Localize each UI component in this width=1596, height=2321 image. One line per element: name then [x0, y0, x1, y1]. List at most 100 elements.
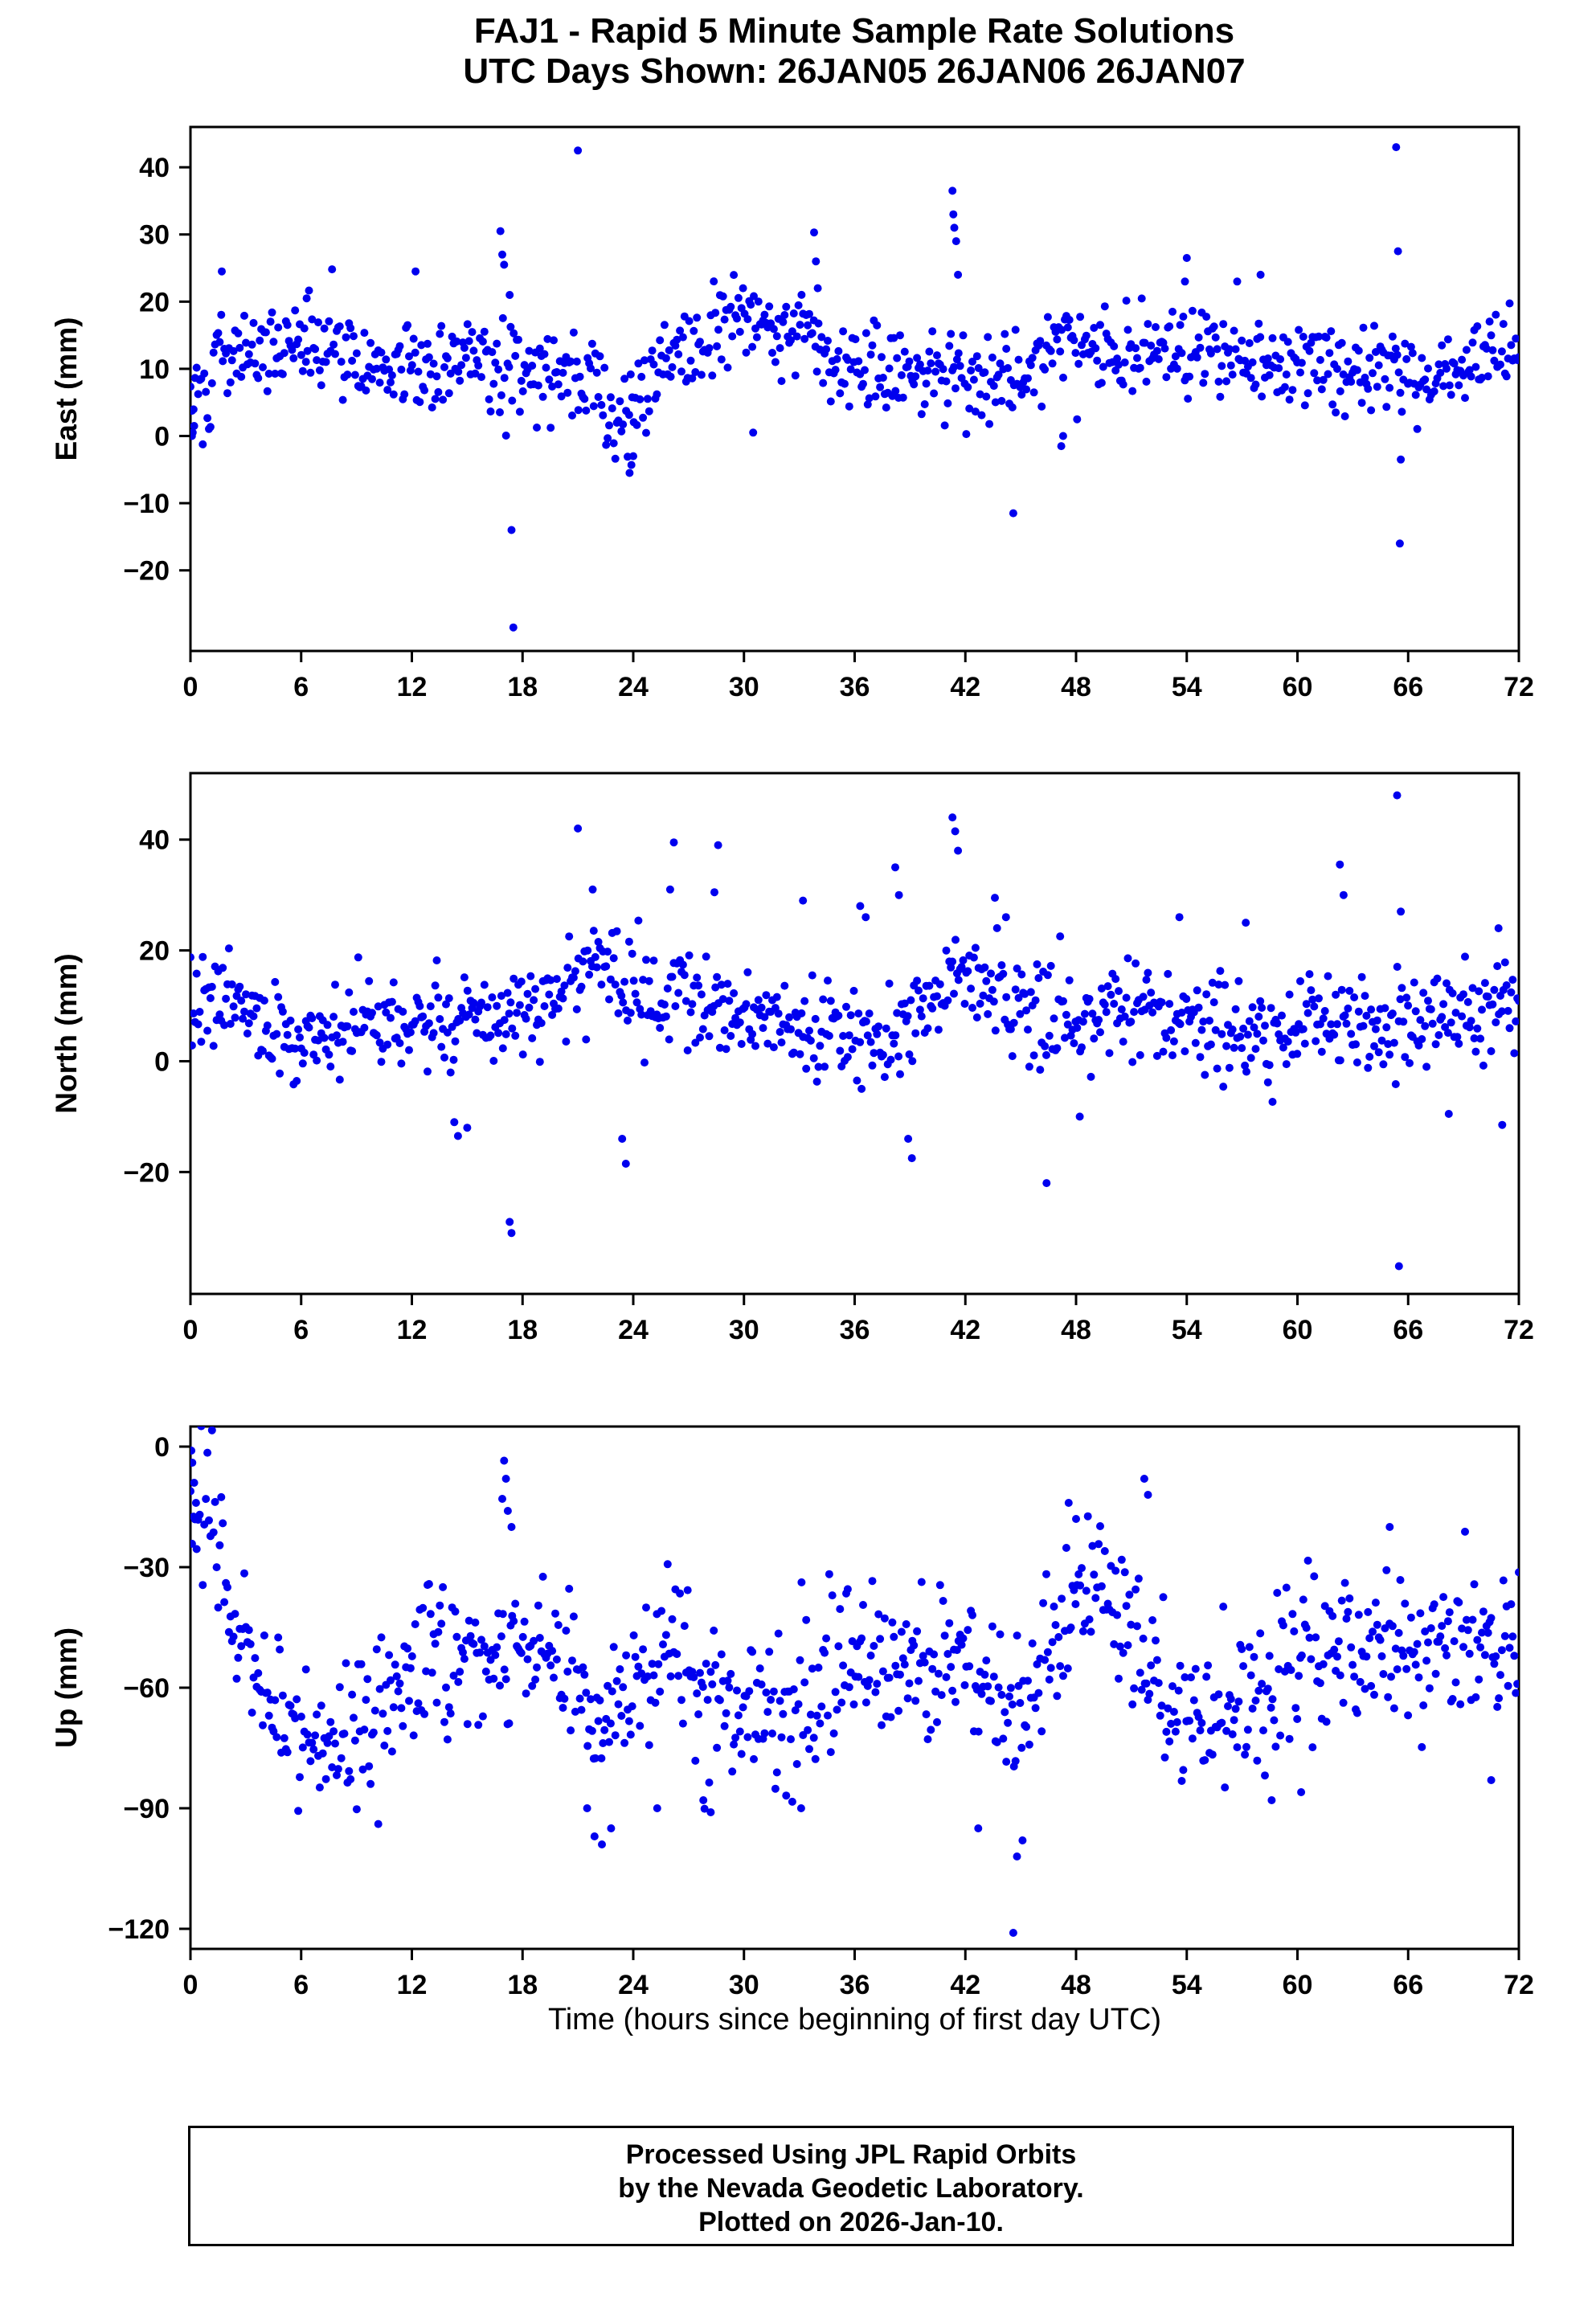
- data-point: [690, 326, 698, 335]
- data-point: [1419, 1701, 1428, 1709]
- data-point: [891, 863, 899, 872]
- data-point: [735, 1018, 744, 1027]
- data-point: [900, 347, 909, 356]
- data-point: [380, 1742, 389, 1750]
- data-point: [1382, 1023, 1391, 1032]
- data-point: [1399, 1652, 1408, 1660]
- data-point: [919, 1652, 927, 1660]
- data-point: [760, 1729, 769, 1738]
- data-point: [902, 1620, 911, 1628]
- data-point: [1110, 1000, 1119, 1008]
- data-point: [422, 1667, 431, 1676]
- data-point: [1152, 346, 1161, 355]
- data-point: [1418, 354, 1426, 362]
- data-point: [923, 1735, 932, 1744]
- data-point: [560, 1694, 569, 1703]
- data-point: [997, 961, 1006, 969]
- data-point: [440, 1717, 448, 1726]
- data-point: [631, 989, 640, 998]
- data-point: [325, 317, 334, 325]
- data-point: [460, 1655, 469, 1664]
- data-point: [219, 357, 227, 366]
- data-point: [444, 1703, 453, 1712]
- data-point: [1479, 1061, 1488, 1070]
- data-point: [1053, 335, 1062, 344]
- data-point: [1367, 406, 1376, 415]
- data-point: [600, 1725, 609, 1734]
- data-point: [826, 397, 835, 406]
- data-point: [1165, 1000, 1174, 1009]
- data-point: [1385, 1523, 1394, 1531]
- data-point: [1444, 1110, 1453, 1118]
- data-point: [419, 1012, 428, 1021]
- data-point: [1230, 1716, 1238, 1725]
- data-point: [1239, 1662, 1248, 1671]
- data-point: [334, 1765, 342, 1774]
- data-point: [1176, 1020, 1185, 1029]
- data-point: [493, 1001, 501, 1010]
- data-point: [1254, 1013, 1263, 1021]
- data-point: [878, 374, 887, 382]
- data-point: [1022, 1006, 1031, 1015]
- data-point: [1439, 382, 1448, 391]
- data-point: [1076, 313, 1085, 321]
- data-point: [278, 1691, 287, 1700]
- data-point: [1283, 338, 1292, 346]
- data-point: [933, 992, 941, 1001]
- data-point: [1502, 981, 1511, 989]
- data-point: [1456, 1700, 1465, 1709]
- data-point: [1070, 1039, 1078, 1048]
- data-point: [220, 1598, 229, 1607]
- data-point: [789, 1048, 798, 1057]
- data-point: [964, 967, 972, 976]
- data-point: [894, 1052, 903, 1061]
- plot-title-line1: FAJ1 - Rapid 5 Minute Sample Rate Soluti…: [473, 11, 1235, 51]
- data-point: [511, 1599, 520, 1608]
- data-point: [713, 972, 722, 981]
- data-point: [960, 1680, 969, 1689]
- data-point: [1494, 924, 1503, 932]
- data-point: [409, 334, 418, 343]
- data-point: [424, 339, 432, 348]
- data-point: [1179, 1766, 1188, 1775]
- data-point: [426, 1002, 435, 1011]
- data-point: [757, 1680, 766, 1689]
- data-point: [1251, 1045, 1260, 1054]
- data-point: [1392, 143, 1401, 152]
- data-point: [328, 265, 337, 274]
- data-point: [1297, 1788, 1306, 1796]
- data-point: [272, 1733, 281, 1742]
- data-point: [194, 390, 203, 399]
- data-point: [643, 1672, 652, 1680]
- data-point: [405, 1697, 413, 1705]
- data-point: [278, 370, 287, 379]
- data-point: [195, 1510, 204, 1519]
- data-point: [728, 332, 737, 341]
- data-point: [1085, 995, 1094, 1003]
- data-point: [866, 1038, 875, 1046]
- data-point: [1263, 1078, 1272, 1087]
- data-point: [198, 952, 207, 961]
- data-point: [754, 996, 763, 1005]
- data-point: [318, 1749, 327, 1758]
- data-point: [842, 1002, 850, 1011]
- data-point: [1411, 1007, 1420, 1016]
- x-axis-title: Time (hours since beginning of first day…: [547, 2003, 1162, 2037]
- data-point: [1473, 1635, 1482, 1644]
- data-point: [1475, 987, 1483, 996]
- data-point: [583, 1804, 591, 1812]
- data-point: [1428, 1019, 1437, 1028]
- data-point: [678, 960, 687, 969]
- data-point: [1371, 1025, 1380, 1034]
- data-point: [400, 390, 409, 399]
- data-point: [1253, 1756, 1262, 1765]
- x-tick-label: 0: [183, 672, 198, 702]
- data-point: [988, 985, 996, 994]
- footer-line3: Plotted on 2026-Jan-10.: [698, 2207, 1004, 2237]
- data-point: [1359, 323, 1368, 332]
- data-point: [594, 393, 603, 401]
- data-point: [1307, 986, 1316, 995]
- data-point: [1179, 313, 1188, 321]
- data-point: [894, 890, 903, 899]
- data-point: [587, 1726, 596, 1735]
